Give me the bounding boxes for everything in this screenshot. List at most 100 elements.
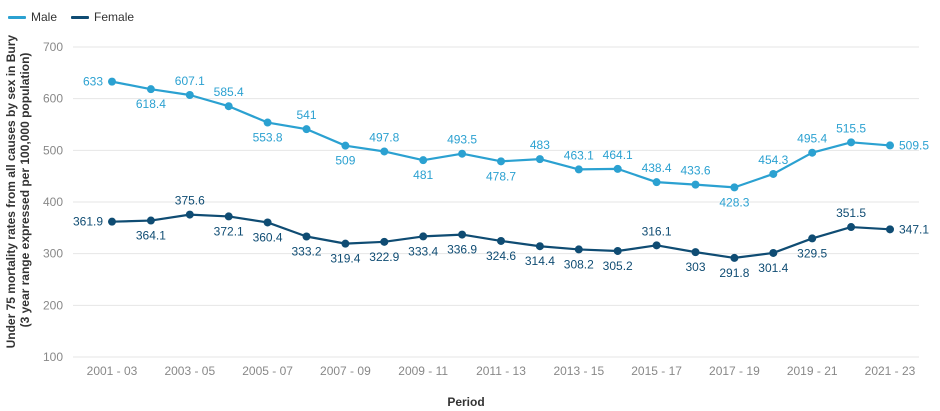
- data-point-male: [808, 148, 817, 157]
- data-label-female: 329.5: [797, 246, 827, 260]
- data-point-female: [302, 232, 311, 241]
- data-point-male: [302, 125, 311, 134]
- data-point-female: [808, 234, 817, 243]
- data-label-female: 347.1: [899, 222, 929, 236]
- y-tick-label: 500: [43, 143, 63, 157]
- data-point-male: [380, 147, 389, 156]
- data-point-female: [613, 246, 622, 255]
- data-point-female: [263, 218, 272, 227]
- data-label-male: 497.8: [369, 130, 399, 144]
- data-point-male: [886, 141, 894, 150]
- data-point-female: [341, 239, 350, 248]
- data-label-female: 336.9: [447, 243, 477, 257]
- data-label-female: 314.4: [525, 254, 555, 268]
- data-label-male: 478.7: [486, 169, 516, 183]
- x-tick-label: 2001 - 03: [87, 364, 138, 378]
- data-label-female: 375.6: [175, 194, 205, 208]
- data-label-male: 509.5: [899, 138, 929, 152]
- data-point-female: [652, 241, 661, 250]
- x-axis-title: Period: [447, 395, 484, 409]
- data-label-female: 322.9: [369, 250, 399, 264]
- data-label-male: 509: [335, 154, 355, 168]
- x-tick-label: 2013 - 15: [553, 364, 604, 378]
- data-point-male: [146, 85, 155, 94]
- data-label-female: 291.8: [719, 266, 749, 280]
- data-label-female: 303: [685, 260, 705, 274]
- legend-label-male: Male: [31, 10, 58, 24]
- x-tick-label: 2009 - 11: [398, 364, 448, 378]
- y-tick-label: 700: [43, 40, 63, 54]
- data-point-female: [458, 230, 467, 239]
- y-axis-title-line-1: Under 75 mortality rates from all causes…: [4, 35, 18, 349]
- data-label-female: 364.1: [136, 229, 166, 243]
- data-point-female: [497, 236, 505, 245]
- data-label-female: 360.4: [253, 230, 283, 244]
- data-label-male: 481: [413, 168, 433, 182]
- data-point-female: [769, 248, 778, 257]
- data-point-female: [691, 248, 700, 257]
- axes: 100 200 300 400 500 600 700 2001 - 03 2003 - 05 2…: [43, 40, 916, 378]
- data-point-female: [224, 212, 233, 221]
- y-tick-label: 300: [43, 247, 63, 261]
- data-point-male: [185, 90, 194, 99]
- data-label-male: 495.4: [797, 132, 827, 146]
- x-tick-label: 2017 - 19: [709, 364, 760, 378]
- legend-item-male[interactable]: Male: [8, 10, 57, 24]
- series-lines: [108, 77, 894, 262]
- data-point-female: [886, 225, 894, 234]
- data-point-male: [691, 180, 700, 189]
- data-point-female: [574, 245, 583, 254]
- data-label-female: 333.2: [291, 245, 321, 259]
- legend-swatch-female: [71, 15, 90, 19]
- data-point-male: [341, 141, 350, 150]
- data-point-male: [263, 118, 272, 127]
- data-point-male: [730, 183, 739, 192]
- x-tick-label: 2021 - 23: [865, 364, 916, 378]
- data-labels: 633 618.4 607.1 585.4 553.8 541 509 497.8 481 493…: [73, 74, 929, 280]
- x-tick-label: 2007 - 09: [320, 364, 371, 378]
- legend-swatch-male: [8, 15, 26, 19]
- y-tick-label: 600: [43, 92, 63, 106]
- data-point-female: [419, 232, 428, 241]
- data-label-male: 464.1: [603, 148, 633, 162]
- data-point-female: [535, 242, 544, 251]
- data-label-female: 319.4: [330, 252, 360, 266]
- data-point-male: [652, 178, 661, 187]
- data-label-male: 438.4: [642, 161, 672, 175]
- legend-item-female[interactable]: Female: [71, 10, 134, 24]
- data-label-male: 428.3: [719, 195, 749, 209]
- gridlines: [73, 46, 919, 358]
- data-point-female: [185, 210, 194, 219]
- data-point-male: [458, 149, 467, 158]
- data-label-female: 316.1: [642, 224, 672, 238]
- x-tick-label: 2005 - 07: [242, 364, 293, 378]
- data-label-male: 463.1: [564, 148, 594, 162]
- x-tick-label: 2003 - 05: [164, 364, 215, 378]
- data-label-male: 607.1: [175, 74, 205, 88]
- data-label-female: 361.9: [73, 215, 103, 229]
- data-label-female: 372.1: [214, 224, 244, 238]
- data-label-female: 301.4: [758, 261, 788, 275]
- data-label-male: 585.4: [214, 85, 244, 99]
- data-point-male: [769, 169, 778, 178]
- data-point-male: [847, 138, 856, 147]
- data-label-female: 305.2: [603, 259, 633, 273]
- data-point-female: [146, 216, 155, 225]
- data-label-male: 454.3: [758, 153, 788, 167]
- y-tick-label: 200: [43, 298, 63, 312]
- data-label-male: 515.5: [836, 121, 866, 135]
- data-label-male: 483: [530, 138, 550, 152]
- data-label-male: 618.4: [136, 97, 166, 111]
- data-point-male: [613, 164, 622, 173]
- data-point-male: [224, 102, 233, 111]
- y-axis-title: Under 75 mortality rates from all causes…: [4, 32, 32, 349]
- data-label-female: 308.2: [564, 257, 594, 271]
- y-tick-label: 400: [43, 195, 63, 209]
- data-point-male: [574, 165, 583, 174]
- y-axis-title-line-2: (3 year range expressed per 100,000 popu…: [18, 53, 32, 328]
- data-label-female: 351.5: [836, 206, 866, 220]
- data-label-male: 541: [296, 108, 316, 122]
- y-tick-label: 100: [43, 350, 63, 364]
- data-point-female: [847, 223, 856, 232]
